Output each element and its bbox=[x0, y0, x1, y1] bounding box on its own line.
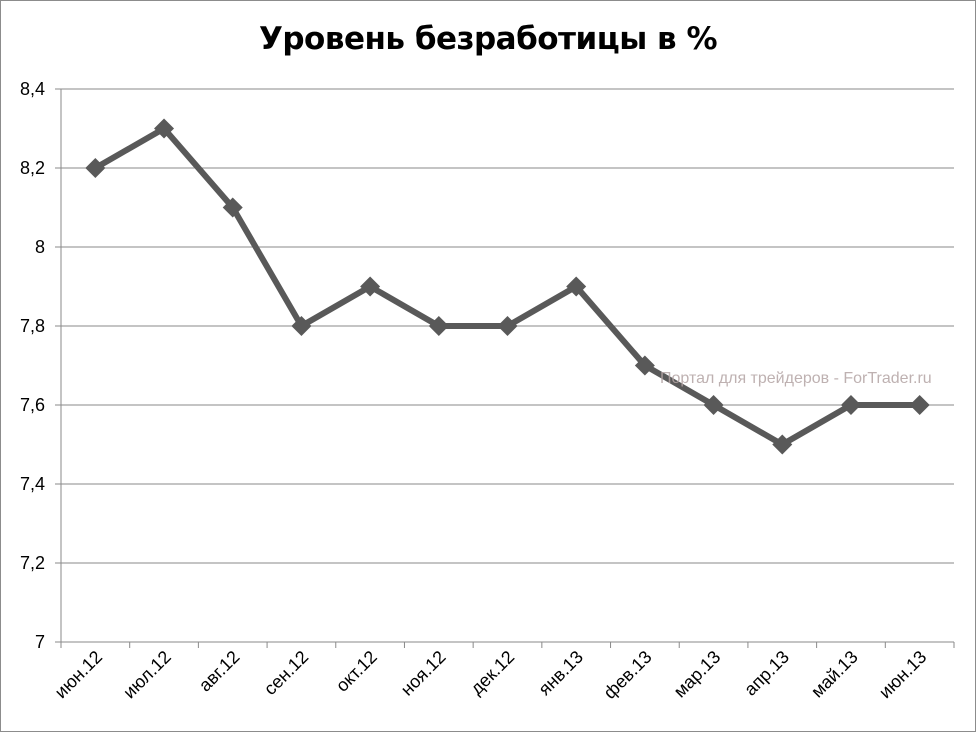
watermark-text: Портал для трейдеров - ForTrader.ru bbox=[660, 370, 932, 387]
data-point-marker bbox=[222, 197, 243, 218]
x-tick-label: июн.13 bbox=[875, 647, 931, 703]
grid-lines bbox=[61, 88, 954, 564]
x-tick-label: окт.12 bbox=[332, 647, 381, 696]
x-tick-label: апр.13 bbox=[740, 647, 793, 700]
data-point-marker bbox=[840, 395, 861, 415]
y-tick-label: 7,8 bbox=[20, 316, 45, 336]
x-tick-label: сен.12 bbox=[260, 647, 312, 699]
x-tick-label: июн.12 bbox=[51, 647, 107, 703]
data-point-marker bbox=[428, 316, 449, 336]
data-point-marker bbox=[703, 395, 724, 415]
series-markers bbox=[85, 118, 930, 455]
data-point-marker bbox=[154, 118, 175, 139]
x-tick-label: авг.12 bbox=[195, 647, 244, 696]
series-line bbox=[92, 125, 923, 448]
y-tick-label: 8,4 bbox=[20, 79, 45, 99]
y-tick-label: 8,2 bbox=[20, 158, 45, 178]
series-line-group bbox=[92, 125, 923, 448]
x-axis-tick-labels: июн.12 июл.12 авг.12 сен.12 окт.12 ноя.12 дек.… bbox=[51, 647, 931, 703]
data-point-marker bbox=[497, 316, 518, 336]
x-tick-label: фев.13 bbox=[600, 647, 656, 703]
data-point-marker bbox=[634, 355, 655, 376]
y-tick-label: 7 bbox=[35, 632, 45, 652]
y-tick-label: 7,6 bbox=[20, 395, 45, 415]
data-point-marker bbox=[85, 158, 106, 178]
data-point-marker bbox=[291, 316, 312, 336]
y-axis-tick-labels: 7 7,2 7,4 7,6 7,8 8 8,2 8,4 bbox=[20, 79, 45, 652]
data-point-marker bbox=[772, 434, 793, 455]
x-tick-label: янв.13 bbox=[534, 647, 587, 700]
chart-title: Уровень безработицы в % bbox=[258, 21, 718, 57]
x-tick-label: ноя.12 bbox=[397, 647, 450, 700]
y-tick-label: 7,2 bbox=[20, 553, 45, 573]
x-tick-label: июл.12 bbox=[119, 647, 175, 703]
data-point-marker bbox=[360, 276, 381, 297]
x-tick-label: дек.12 bbox=[466, 647, 518, 699]
y-tick-label: 7,4 bbox=[20, 474, 45, 494]
x-tick-label: мар.13 bbox=[670, 647, 725, 702]
data-point-marker bbox=[909, 395, 930, 415]
axes bbox=[55, 88, 955, 648]
y-tick-label: 8 bbox=[35, 237, 45, 257]
x-tick-label: май.13 bbox=[807, 647, 862, 702]
data-point-marker bbox=[566, 276, 587, 297]
